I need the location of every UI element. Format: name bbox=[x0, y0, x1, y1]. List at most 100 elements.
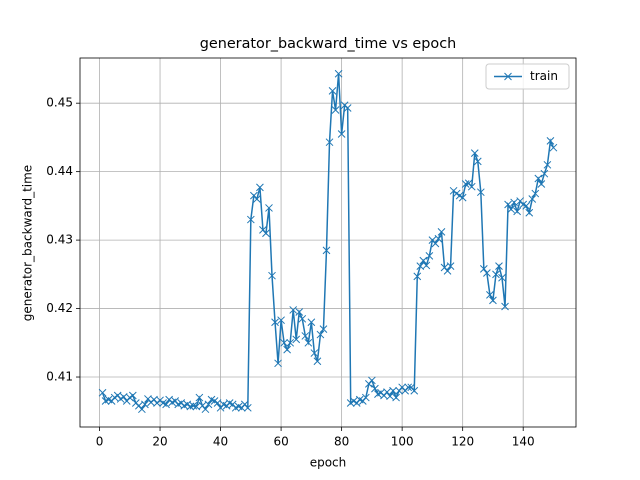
marker bbox=[434, 234, 443, 243]
marker bbox=[546, 136, 555, 145]
marker bbox=[368, 376, 376, 385]
marker bbox=[295, 308, 304, 316]
marker bbox=[361, 393, 370, 402]
marker bbox=[253, 195, 261, 203]
marker bbox=[413, 272, 422, 281]
marker bbox=[98, 388, 107, 397]
marker bbox=[280, 338, 288, 347]
marker bbox=[298, 314, 307, 323]
marker bbox=[540, 169, 549, 178]
marker bbox=[389, 386, 397, 395]
marker bbox=[195, 393, 204, 402]
marker bbox=[483, 269, 491, 277]
marker bbox=[343, 104, 352, 112]
marker bbox=[531, 189, 540, 198]
marker bbox=[283, 345, 291, 354]
marker bbox=[289, 306, 298, 314]
marker bbox=[492, 270, 500, 279]
marker bbox=[404, 383, 413, 392]
marker bbox=[383, 388, 391, 396]
marker bbox=[479, 265, 488, 273]
x-tick-label: 120 bbox=[451, 435, 474, 449]
marker bbox=[476, 188, 485, 197]
marker bbox=[307, 318, 316, 327]
marker bbox=[328, 87, 337, 95]
marker bbox=[304, 338, 313, 347]
marker bbox=[286, 338, 295, 347]
marker bbox=[528, 195, 537, 203]
marker bbox=[458, 193, 467, 202]
marker bbox=[549, 143, 558, 152]
x-tick-label: 40 bbox=[213, 435, 228, 449]
marker bbox=[319, 325, 328, 333]
marker bbox=[204, 400, 213, 409]
marker bbox=[543, 160, 552, 169]
marker bbox=[461, 180, 470, 188]
plot-frame bbox=[79, 57, 577, 428]
marker bbox=[522, 202, 531, 210]
marker bbox=[425, 251, 434, 260]
x-tick-label: 80 bbox=[334, 435, 349, 449]
x-tick-label: 60 bbox=[273, 435, 288, 449]
x-tick-label: 20 bbox=[152, 435, 167, 449]
marker bbox=[316, 330, 325, 339]
marker bbox=[446, 262, 455, 270]
marker bbox=[322, 246, 331, 255]
marker bbox=[422, 261, 431, 270]
marker bbox=[301, 332, 310, 340]
y-tick-label: 0.41 bbox=[46, 370, 73, 384]
marker bbox=[292, 335, 301, 344]
marker bbox=[371, 384, 379, 393]
marker bbox=[337, 130, 346, 138]
marker bbox=[162, 400, 170, 409]
x-tick-label: 0 bbox=[96, 435, 104, 449]
chart-title: generator_backward_time vs epoch bbox=[200, 36, 457, 52]
y-tick-label: 0.44 bbox=[46, 164, 73, 178]
marker bbox=[262, 229, 270, 238]
marker bbox=[186, 402, 195, 411]
marker bbox=[325, 138, 334, 147]
marker bbox=[537, 180, 546, 188]
marker bbox=[495, 262, 503, 270]
marker bbox=[504, 200, 512, 209]
marker bbox=[443, 267, 452, 275]
marker bbox=[201, 405, 210, 414]
marker bbox=[470, 149, 479, 158]
x-axis-label: epoch bbox=[310, 456, 347, 470]
marker bbox=[138, 405, 146, 414]
marker bbox=[243, 403, 252, 412]
marker bbox=[431, 239, 440, 248]
marker bbox=[265, 204, 273, 212]
marker bbox=[392, 393, 400, 402]
marker bbox=[507, 205, 515, 214]
y-tick-label: 0.45 bbox=[46, 96, 73, 110]
marker bbox=[313, 357, 322, 366]
legend-marker bbox=[504, 72, 512, 81]
marker bbox=[486, 291, 494, 299]
marker bbox=[467, 182, 476, 191]
marker bbox=[271, 318, 279, 327]
marker bbox=[268, 271, 276, 280]
y-tick-label: 0.42 bbox=[46, 301, 73, 315]
marker bbox=[334, 69, 343, 78]
marker bbox=[331, 106, 340, 114]
marker bbox=[534, 174, 543, 183]
marker bbox=[274, 359, 282, 368]
y-tick-label: 0.43 bbox=[46, 233, 73, 247]
marker bbox=[501, 302, 509, 311]
marker bbox=[513, 207, 521, 216]
marker bbox=[277, 316, 285, 325]
marker bbox=[437, 228, 446, 236]
legend-box bbox=[485, 63, 570, 90]
x-tick-label: 100 bbox=[391, 435, 414, 449]
marker bbox=[498, 273, 506, 282]
marker bbox=[213, 399, 222, 407]
legend-label: train bbox=[530, 69, 558, 83]
x-tick-label: 140 bbox=[512, 435, 535, 449]
marker bbox=[489, 296, 497, 305]
marker bbox=[128, 391, 137, 400]
marker bbox=[310, 349, 319, 357]
marker bbox=[410, 386, 419, 395]
marker bbox=[246, 215, 255, 224]
